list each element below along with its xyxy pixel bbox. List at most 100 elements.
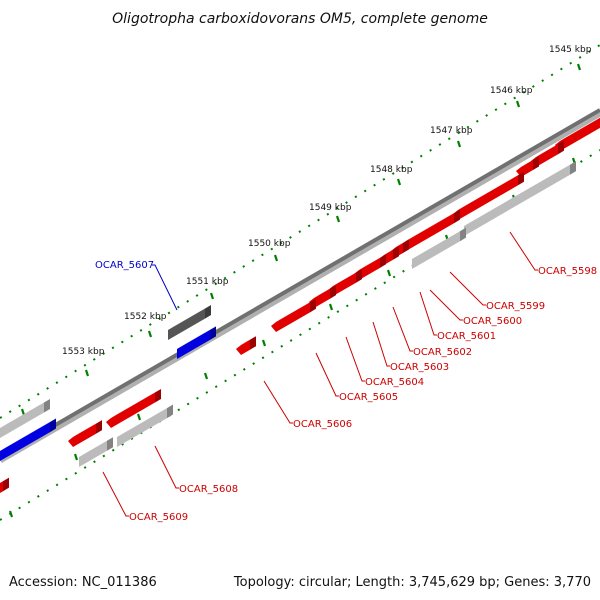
outer-major-ticks — [20, 63, 582, 416]
gene-ocar-5606-top — [241, 336, 256, 345]
gene-ocar-5598-top — [536, 140, 564, 157]
gene-ocar-5599-body — [453, 175, 518, 220]
gene-blue-left-top — [0, 418, 56, 451]
outer-tick-2 — [456, 140, 462, 148]
feature-grey-5-top — [0, 398, 50, 428]
feature-dark-ocar-5607-side — [205, 305, 211, 319]
connector-ocar-5599 — [449, 271, 486, 306]
gene-ocar-5609-body — [68, 423, 96, 447]
feature-grey-2-body — [412, 231, 460, 269]
feature-grey-3-body — [117, 408, 167, 447]
genome-summary-text: Topology: circular; Length: 3,745,629 bp… — [233, 575, 591, 590]
gene-label-ocar-5599: OCAR_5599 — [486, 301, 545, 312]
gene-ocar-5603-top — [359, 254, 386, 270]
gene-ocar-5602-side — [393, 246, 399, 260]
feature-grey-4-side — [107, 437, 113, 451]
gene-label-ocar-5608: OCAR_5608 — [179, 484, 238, 495]
feature-grey-2-top — [412, 227, 466, 259]
gene-ocar-5607-top — [177, 326, 216, 349]
gene-label-ocar-5604: OCAR_5604 — [365, 377, 424, 388]
connector-ocar-5609 — [102, 471, 129, 517]
gene-ocar-5601-side — [403, 239, 409, 253]
connector-ocar-5601 — [419, 291, 437, 336]
feature-grey-3-top — [117, 404, 173, 437]
outer-tick-6 — [209, 292, 215, 300]
feature-grey-3 — [117, 404, 173, 447]
gene-ocar-5608-side — [155, 388, 161, 403]
connector-ocar-5607 — [152, 264, 178, 311]
backbone-shadow — [0, 109, 600, 464]
feature-grey-2-side — [460, 227, 466, 242]
gene-ocar-5600 — [401, 209, 460, 251]
gene-ocar-5605-side — [330, 285, 336, 299]
gene-ocar-5602-top — [384, 246, 399, 255]
backbone-line — [0, 108, 600, 459]
inner-tick-4 — [328, 303, 334, 311]
outer-tick-3 — [396, 178, 402, 186]
connector-ocar-5604 — [345, 336, 365, 382]
connector-ocar-5603 — [372, 321, 390, 367]
gene-ocar-5609-top — [73, 420, 102, 437]
feature-grey-5-body — [0, 402, 44, 438]
outer-tick-1 — [515, 100, 521, 108]
outer-tick-5 — [273, 254, 279, 262]
gene-ocar-5600-side — [454, 209, 460, 224]
feature-grey-5 — [0, 398, 50, 438]
gene-edge-left-body — [0, 481, 3, 493]
connector-ocar-5605 — [315, 352, 339, 397]
inner-tick-5 — [261, 339, 267, 347]
gene-ocar-5597 — [555, 117, 600, 151]
gene-ocar-5605-top — [314, 285, 336, 298]
gene-label-ocar-5609: OCAR_5609 — [129, 512, 188, 523]
connector-ocar-5598 — [509, 231, 538, 271]
gene-edge-left-top — [0, 477, 9, 483]
gene-label-ocar-5601: OCAR_5601 — [437, 331, 496, 342]
accession-text: Accession: NC_011386 — [9, 575, 157, 590]
outer-tick-9 — [20, 408, 26, 416]
inner-tick-9 — [8, 510, 14, 518]
gene-edge-left — [0, 477, 9, 493]
feature-grey-1-side — [570, 161, 576, 175]
gene-ocar-5604-top — [333, 269, 362, 286]
feature-grey-3-side — [167, 404, 173, 419]
gene-ocar-5598b-body — [516, 160, 533, 177]
gene-ocar-5597-top — [560, 117, 600, 141]
gene-label-ocar-5607: OCAR_5607 — [95, 260, 154, 271]
outer-tick-7 — [147, 330, 153, 338]
connector-ocar-5602 — [392, 306, 413, 352]
gene-edge-left-side — [3, 477, 9, 492]
gene-label-ocar-5606: OCAR_5606 — [293, 419, 352, 430]
gene-ocar-5604-side — [356, 269, 362, 283]
outer-tick-0 — [576, 63, 582, 71]
gene-features — [0, 117, 600, 493]
gene-ocar-5598b-top — [521, 156, 539, 167]
feature-grey-2 — [412, 227, 466, 269]
outer-tick-ring — [0, 44, 600, 419]
ruler-label-1549: 1549 kbp — [309, 203, 352, 213]
gene-ocar-5609 — [68, 420, 102, 447]
feature-grey-5-side — [44, 398, 50, 413]
gene-ocar-5606-side — [250, 336, 256, 350]
gene-ocar-5600-body — [401, 213, 454, 251]
gene-ocar-5606-body — [236, 339, 250, 355]
gene-ocar-5599-side — [518, 171, 524, 186]
gene-ocar-5606 — [236, 336, 256, 355]
gene-label-ocar-5598: OCAR_5598 — [538, 266, 597, 277]
gene-label-ocar-5605: OCAR_5605 — [339, 392, 398, 403]
gene-ocar-5608 — [106, 388, 161, 428]
gene-ocar-5599 — [453, 171, 524, 220]
gene-ocar-5605b-side — [310, 298, 316, 313]
connector-ocar-5600 — [429, 289, 463, 321]
gene-blue-left-side — [50, 418, 56, 433]
gene-blue-left-body — [0, 422, 55, 461]
feature-dark-ocar-5607-body — [168, 308, 205, 340]
gene-ocar-5605b-top — [276, 298, 316, 322]
gene-label-ocar-5600: OCAR_5600 — [463, 316, 522, 327]
gene-ocar-5601-top — [396, 239, 409, 247]
gene-blue-left — [0, 418, 56, 461]
gene-ocar-5608-body — [106, 392, 155, 428]
outer-tick-8 — [84, 369, 90, 377]
gene-ocar-5598-side — [558, 140, 564, 155]
inner-tick-ring — [0, 149, 600, 521]
inner-tick-8 — [73, 453, 79, 461]
